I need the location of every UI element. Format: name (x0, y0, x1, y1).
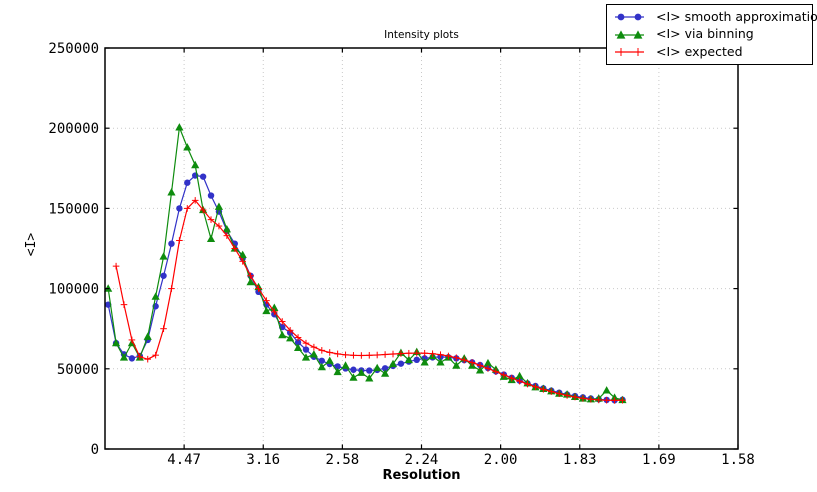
svg-text:2.24: 2.24 (405, 452, 439, 468)
svg-text:1.83: 1.83 (563, 452, 597, 468)
svg-text:1.58: 1.58 (721, 452, 755, 468)
svg-text:100000: 100000 (48, 282, 99, 298)
circle-marker-icon (615, 13, 644, 21)
y-tick-labels: 0 50000 100000 150000 200000 250000 (48, 41, 99, 458)
svg-text:200000: 200000 (48, 121, 99, 137)
svg-text:150000: 150000 (48, 201, 99, 217)
y-axis-label: <I> (24, 232, 40, 257)
svg-text:4.47: 4.47 (167, 452, 201, 468)
svg-text:1.69: 1.69 (642, 452, 676, 468)
svg-text:3.16: 3.16 (246, 452, 280, 468)
chart-title: Intensity plots (384, 29, 459, 41)
svg-text:0: 0 (91, 442, 99, 458)
legend-item-via-binning: <I> via binning (613, 26, 806, 44)
legend: <I> smooth approximation <I> via binning… (606, 4, 817, 65)
x-tick-labels: 4.47 3.16 2.58 2.24 2.00 1.83 1.69 1.58 (167, 452, 755, 468)
series-plus (112, 197, 626, 404)
legend-label: <I> via binning (656, 26, 754, 42)
legend-item-smooth-approximation: <I> smooth approximation (613, 8, 817, 26)
x-axis-label: Resolution (382, 468, 461, 483)
svg-text:2.00: 2.00 (484, 452, 518, 468)
legend-label: <I> expected (656, 43, 743, 59)
plus-marker-icon (615, 48, 644, 57)
legend-label: <I> smooth approximation (656, 8, 817, 24)
svg-text:2.58: 2.58 (326, 452, 360, 468)
gridlines (105, 47, 739, 450)
triangle-marker-icon (615, 29, 644, 39)
series-triangle (104, 123, 627, 404)
svg-text:250000: 250000 (48, 41, 99, 57)
legend-item-expected: <I> expected (613, 43, 806, 61)
svg-text:50000: 50000 (57, 362, 99, 378)
tick-marks (105, 47, 739, 450)
